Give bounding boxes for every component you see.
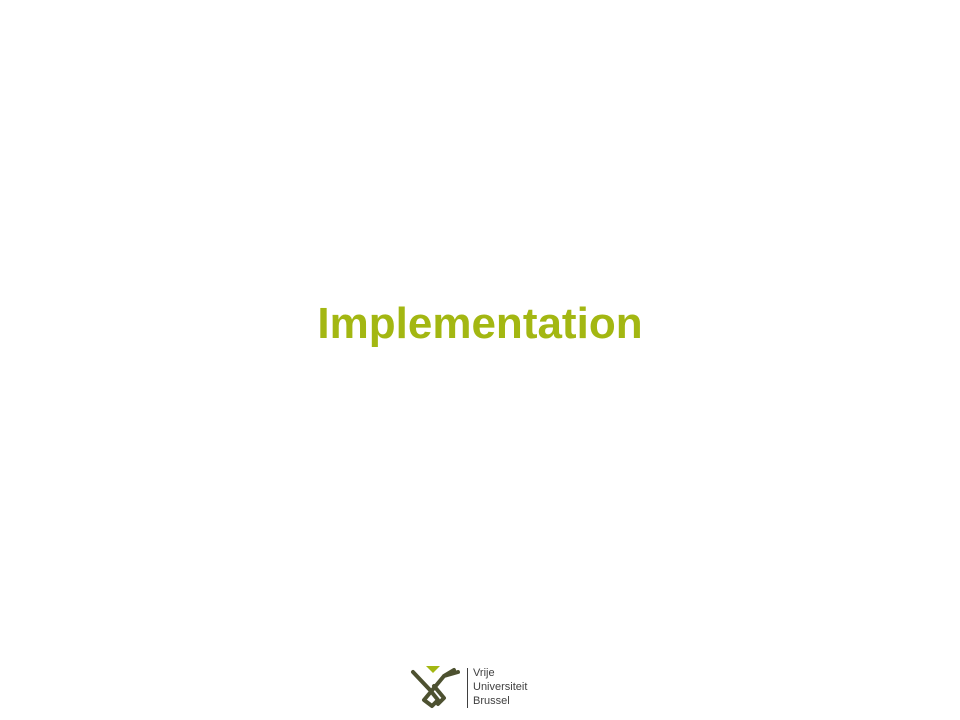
university-logo: Vrije Universiteit Brussel <box>410 664 550 712</box>
logo-divider <box>467 668 468 708</box>
logo-wordmark: Vrije Universiteit Brussel <box>473 666 527 708</box>
vub-logo-icon <box>411 666 460 708</box>
logo-text-line3: Brussel <box>473 695 510 707</box>
slide-title: Implementation <box>317 299 643 348</box>
logo-text-line2: Universiteit <box>473 681 528 693</box>
logo-strokes <box>411 668 460 708</box>
logo-triangle <box>426 666 440 673</box>
logo-text-line1: Vrije <box>473 667 495 679</box>
